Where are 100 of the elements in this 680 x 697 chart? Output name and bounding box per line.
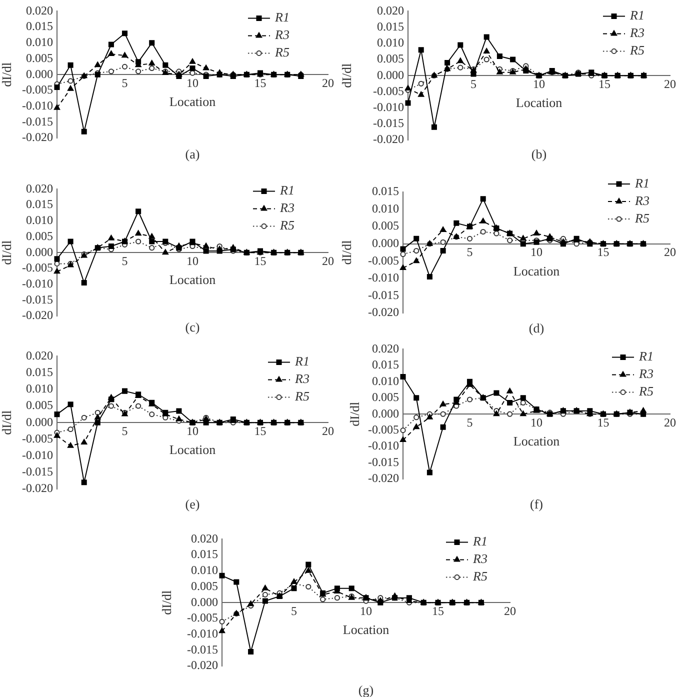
y-tick-label: -0.020 <box>373 132 404 146</box>
y-tick-label: -0.020 <box>368 471 399 486</box>
y-tick-label: -0.015 <box>22 114 53 128</box>
y-tick-label: -0.015 <box>22 464 53 479</box>
x-tick-label: 15 <box>597 415 610 430</box>
y-tick-label: -0.020 <box>22 130 53 144</box>
text: (d) <box>528 320 544 336</box>
x-axis-title: Location <box>513 263 560 278</box>
y-tick-label: 0.020 <box>26 348 53 362</box>
legend-label: R3 <box>638 366 654 382</box>
legend-label: R5 <box>634 210 650 226</box>
y-tick-label: 0.015 <box>377 19 404 34</box>
x-tick-label: 10 <box>186 76 198 90</box>
x-tick-label: 5 <box>291 604 297 618</box>
text: (b) <box>531 146 547 162</box>
legend-label: R3 <box>629 25 645 40</box>
text: (e) <box>185 496 200 512</box>
y-tick-label: 0.005 <box>377 52 404 66</box>
x-tick-label: 15 <box>432 604 444 618</box>
y-tick-label: -0.010 <box>368 270 399 285</box>
y-tick-label: 0.005 <box>26 228 53 243</box>
legend-label: R1 <box>472 534 488 549</box>
x-tick-label: 15 <box>597 245 610 260</box>
legend-label: R5 <box>472 568 488 584</box>
y-tick-label: 0.015 <box>26 19 53 34</box>
y-tick-label: -0.010 <box>22 276 53 290</box>
y-tick-label: -0.020 <box>22 481 53 496</box>
x-axis-title: Location <box>342 622 390 638</box>
y-axis-title: dI/dl <box>0 410 14 435</box>
legend-label: R1 <box>629 8 644 23</box>
y-axis-title: dI/dl <box>339 240 354 265</box>
y-tick-label: 0.010 <box>191 563 218 578</box>
legend-label: R1 <box>274 10 290 25</box>
y-tick-label: 0.000 <box>377 68 404 82</box>
x-tick-label: 20 <box>664 415 676 430</box>
x-tick-label: 5 <box>122 254 128 268</box>
x-tick-label: 5 <box>470 76 476 91</box>
y-tick-label: -0.015 <box>368 454 399 469</box>
x-tick-label: 5 <box>122 76 128 90</box>
y-tick-label: 0.005 <box>372 390 399 404</box>
y-tick-label: -0.015 <box>22 292 53 306</box>
y-tick-label: 0.015 <box>372 184 399 198</box>
y-axis-title: dI/dl <box>159 590 174 615</box>
x-tick-label: 5 <box>466 245 473 260</box>
x-tick-label: 10 <box>186 254 198 268</box>
y-tick-label: 0.020 <box>377 3 404 18</box>
text: (g) <box>358 682 374 697</box>
y-tick-label: 0.000 <box>191 594 218 609</box>
y-axis-title: dI/dl <box>347 401 362 426</box>
x-tick-label: 5 <box>466 415 473 430</box>
y-tick-label: 0.015 <box>26 197 53 212</box>
y-tick-label: -0.015 <box>187 642 218 656</box>
x-tick-label: 10 <box>530 245 542 260</box>
y-tick-label: 0.000 <box>26 66 53 81</box>
y-axis-title: dI/dl <box>339 62 354 88</box>
x-tick-label: 10 <box>530 415 542 430</box>
y-tick-label: 0.020 <box>26 181 53 196</box>
legend-label: R1 <box>294 354 310 369</box>
y-tick-label: 0.005 <box>372 218 399 233</box>
y-tick-label: 0.010 <box>377 36 404 50</box>
y-tick-label: -0.015 <box>373 116 404 130</box>
y-tick-label: 0.000 <box>26 244 53 259</box>
y-tick-label: -0.005 <box>22 260 53 275</box>
y-tick-label: -0.010 <box>187 626 218 640</box>
y-tick-label: -0.005 <box>368 253 399 268</box>
legend-label: R1 <box>634 175 650 190</box>
y-tick-label: 0.010 <box>26 213 53 228</box>
y-tick-label: 0.005 <box>26 398 53 412</box>
y-axis-title: dI/dl <box>0 240 14 265</box>
y-tick-label: -0.005 <box>368 422 399 436</box>
y-tick-label: -0.010 <box>368 438 399 453</box>
x-tick-label: 15 <box>254 254 266 268</box>
x-tick-label: 20 <box>504 604 516 618</box>
y-tick-label: 0.020 <box>26 3 53 18</box>
y-tick-label: 0.000 <box>372 236 399 250</box>
legend-label: R3 <box>274 27 290 42</box>
y-tick-label: -0.020 <box>22 308 53 322</box>
y-tick-label: 0.010 <box>26 35 53 50</box>
y-tick-label: -0.010 <box>22 98 53 112</box>
x-tick-label: 20 <box>664 76 676 91</box>
x-tick-label: 15 <box>598 76 610 91</box>
legend-label: R3 <box>294 371 310 386</box>
y-tick-label: 0.020 <box>372 341 399 356</box>
y-tick-label: -0.005 <box>22 431 53 446</box>
x-tick-label: 5 <box>122 424 128 438</box>
text: (f) <box>530 496 543 512</box>
x-axis-title: Location <box>513 434 560 449</box>
y-tick-label: 0.015 <box>372 358 399 372</box>
y-tick-label: 0.005 <box>191 578 218 593</box>
legend-label: R3 <box>634 192 650 208</box>
legend-label: R5 <box>294 388 310 404</box>
legend-label: R5 <box>279 218 295 233</box>
y-tick-label: 0.010 <box>372 374 399 388</box>
x-tick-label: 10 <box>360 604 372 618</box>
x-axis-title: Location <box>516 95 563 110</box>
y-tick-label: -0.005 <box>373 84 404 98</box>
y-axis-title: dI/dl <box>0 62 14 87</box>
x-tick-label: 20 <box>664 245 676 260</box>
legend-label: R3 <box>279 200 295 216</box>
y-tick-label: 0.005 <box>26 50 53 65</box>
